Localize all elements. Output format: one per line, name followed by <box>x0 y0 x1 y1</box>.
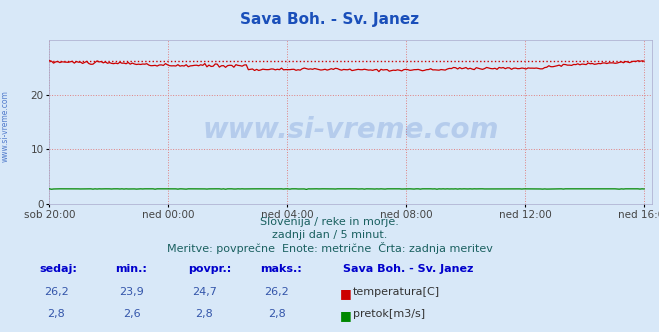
Text: Sava Boh. - Sv. Janez: Sava Boh. - Sv. Janez <box>343 264 473 274</box>
Text: www.si-vreme.com: www.si-vreme.com <box>1 90 10 162</box>
Text: 24,7: 24,7 <box>192 287 217 297</box>
Text: Sava Boh. - Sv. Janez: Sava Boh. - Sv. Janez <box>240 12 419 27</box>
Text: ■: ■ <box>339 287 351 300</box>
Text: 23,9: 23,9 <box>119 287 144 297</box>
Text: sedaj:: sedaj: <box>40 264 77 274</box>
Text: 2,8: 2,8 <box>196 309 213 319</box>
Text: zadnji dan / 5 minut.: zadnji dan / 5 minut. <box>272 230 387 240</box>
Text: 26,2: 26,2 <box>43 287 69 297</box>
Text: 26,2: 26,2 <box>264 287 289 297</box>
Text: Slovenija / reke in morje.: Slovenija / reke in morje. <box>260 217 399 227</box>
Text: 2,8: 2,8 <box>47 309 65 319</box>
Text: 2,6: 2,6 <box>123 309 140 319</box>
Text: maks.:: maks.: <box>260 264 302 274</box>
Text: temperatura[C]: temperatura[C] <box>353 287 440 297</box>
Text: ■: ■ <box>339 309 351 322</box>
Text: www.si-vreme.com: www.si-vreme.com <box>203 116 499 144</box>
Text: min.:: min.: <box>115 264 147 274</box>
Text: 2,8: 2,8 <box>268 309 285 319</box>
Text: pretok[m3/s]: pretok[m3/s] <box>353 309 424 319</box>
Text: povpr.:: povpr.: <box>188 264 231 274</box>
Text: Meritve: povprečne  Enote: metrične  Črta: zadnja meritev: Meritve: povprečne Enote: metrične Črta:… <box>167 242 492 254</box>
